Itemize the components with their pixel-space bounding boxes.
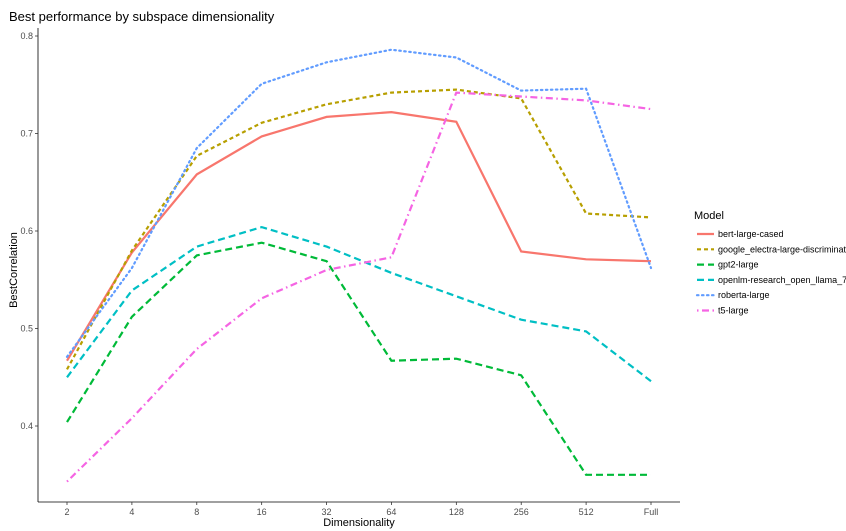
series-line-6 (66, 91, 652, 483)
y-tick-label: 0.5 (20, 324, 33, 334)
axes: 2 4 8 16 32 64 128 256 512 Full 0.4 0.5 0.6 0.7 0.8 (20, 28, 680, 517)
legend-title: Model (694, 210, 724, 222)
x-tick-label: 64 (386, 507, 396, 517)
x-axis-title: Dimensionality (323, 517, 395, 529)
y-tick-label: 0.8 (20, 31, 33, 41)
x-tick-label: 256 (514, 507, 529, 517)
x-tick-label: 2 (64, 507, 69, 517)
series-line-4 (66, 225, 652, 383)
legend-label: roberta-large (718, 290, 770, 300)
x-tick-label: Full (644, 507, 659, 517)
chart-title: Best performance by subspace dimensional… (9, 9, 275, 24)
x-tick-label: 4 (129, 507, 134, 517)
legend-label: gpt2-large (718, 260, 759, 270)
x-tick-label: 8 (194, 507, 199, 517)
series-line-3 (66, 241, 651, 476)
y-tick-label: 0.4 (20, 421, 33, 431)
legend: Model bert-large-cased google_electra-lar… (694, 210, 846, 316)
y-tick-label: 0.7 (20, 129, 33, 139)
legend-label: bert-large-cased (718, 229, 784, 239)
x-tick-label: 16 (257, 507, 267, 517)
series-line-2 (66, 88, 652, 370)
series-line-5 (65, 48, 653, 358)
x-tick-label: 32 (322, 507, 332, 517)
legend-label: google_electra-large-discriminator (718, 244, 846, 254)
x-tick-label: 512 (579, 507, 594, 517)
series-line-1 (66, 110, 652, 362)
x-tick-label: 128 (449, 507, 464, 517)
legend-label: openlm-research_open_llama_7b (718, 275, 846, 285)
legend-label: t5-large (718, 306, 749, 316)
y-axis-title: BestCorrelation (8, 232, 20, 308)
y-tick-label: 0.6 (20, 226, 33, 236)
series-group (65, 48, 653, 483)
